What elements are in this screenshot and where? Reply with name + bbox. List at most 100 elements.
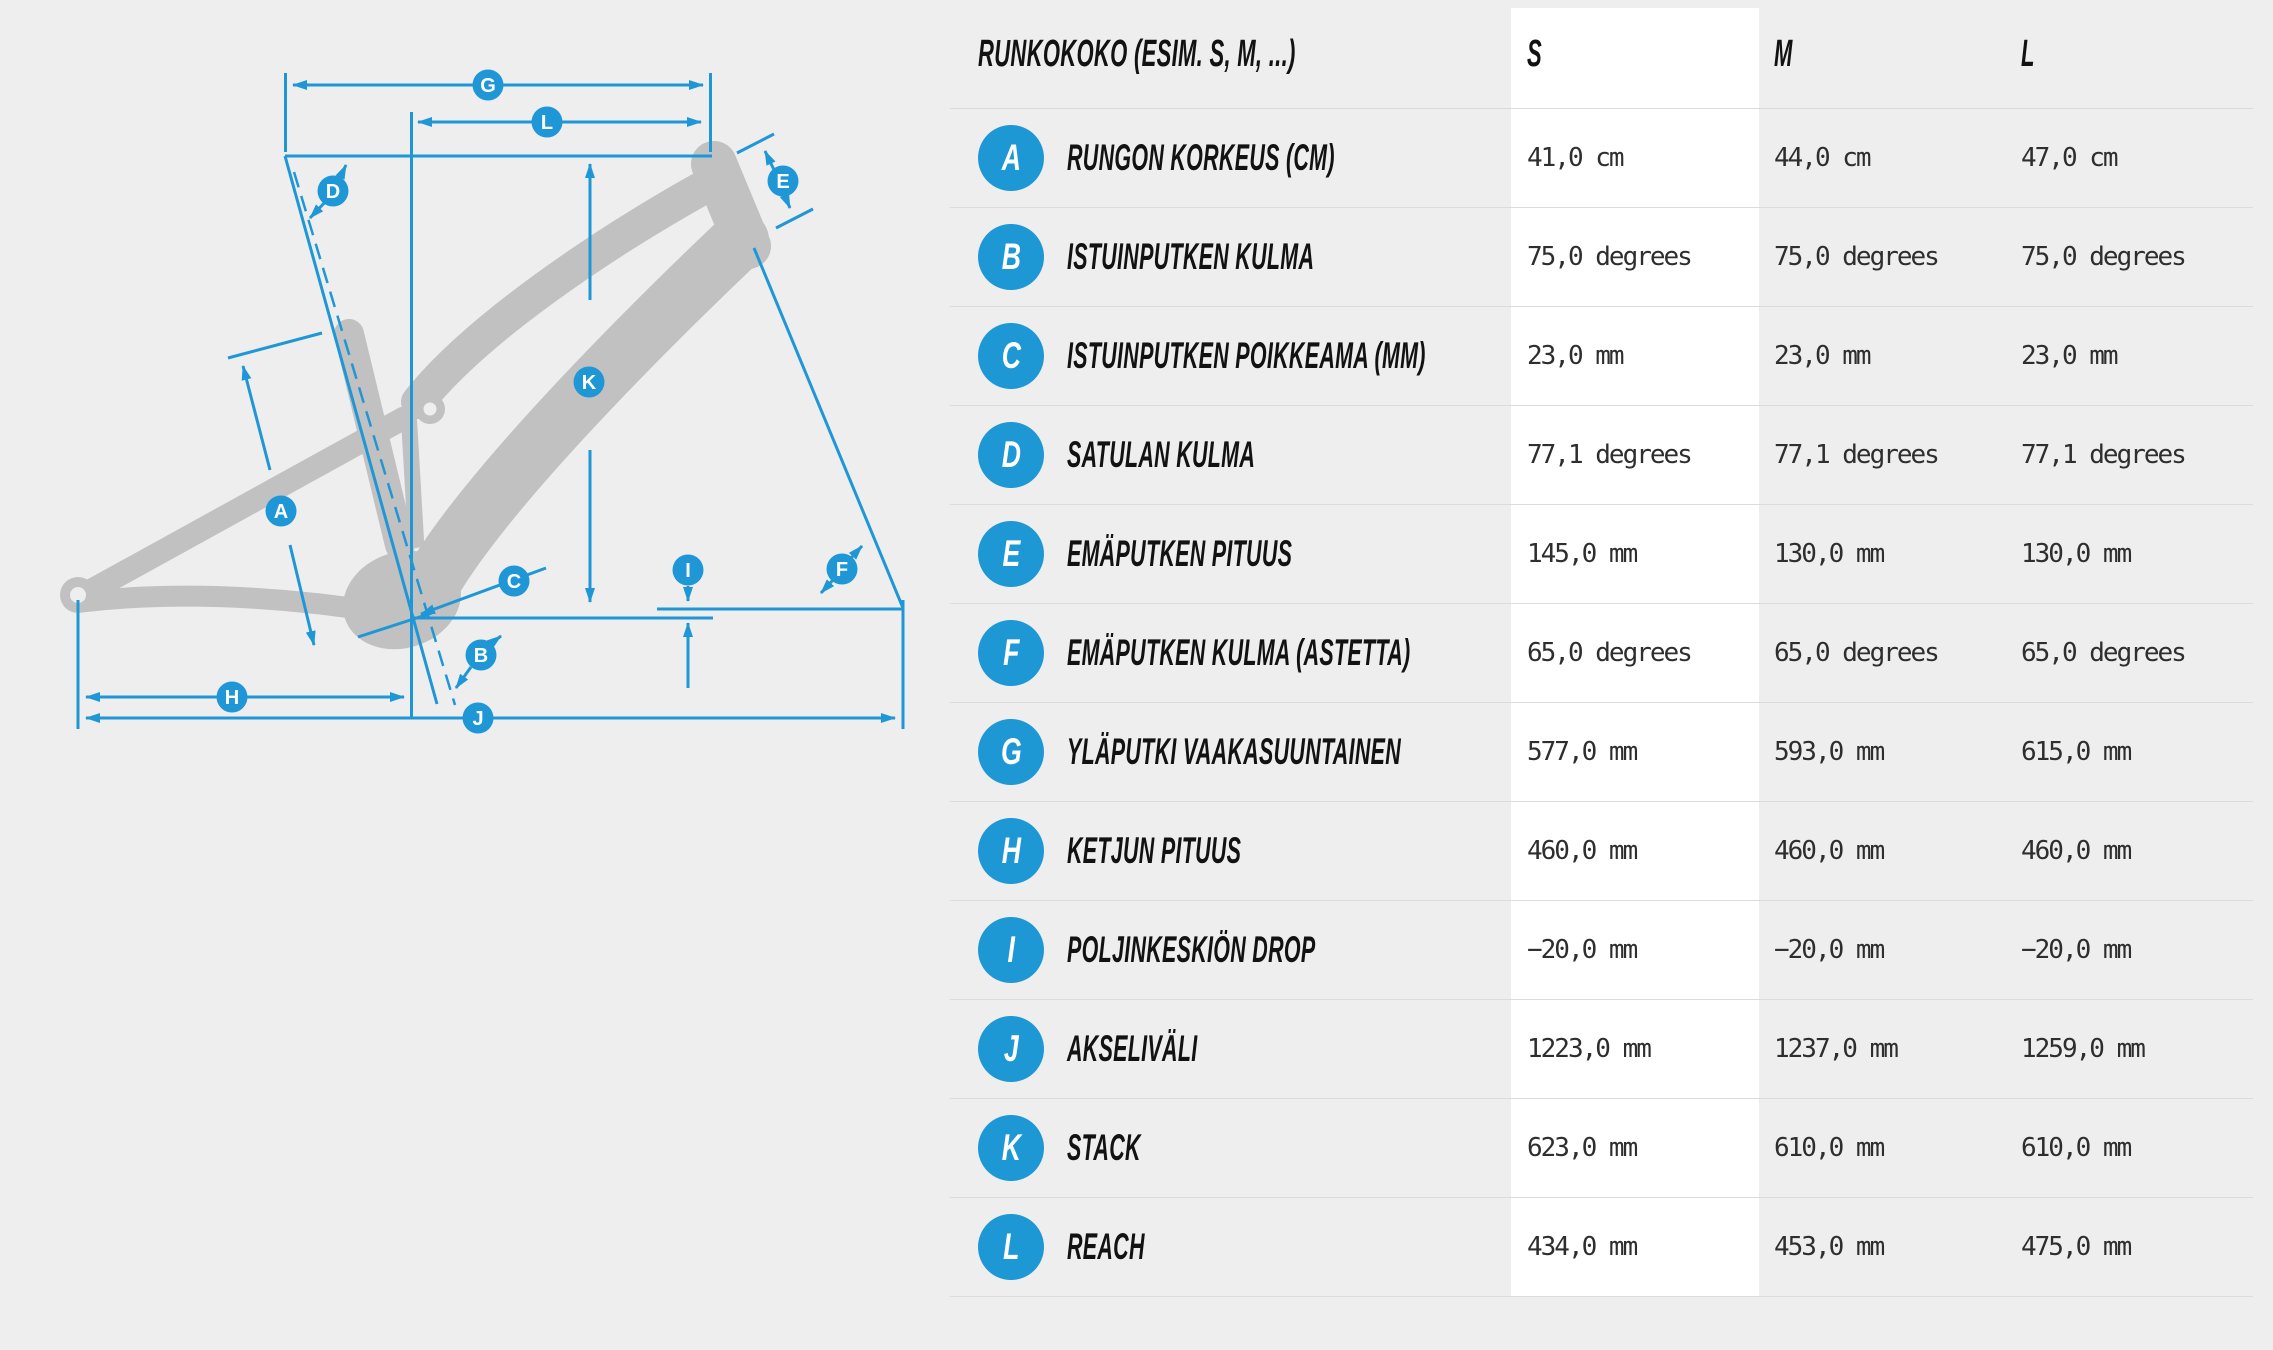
frame-geometry-diagram: A B C D E F G H I J K L <box>0 0 950 1345</box>
e-top-tick <box>736 132 775 155</box>
diagram-marker-letter: H <box>225 687 239 709</box>
f-arrow-up <box>848 544 864 561</box>
size-value-l: 1259,0 mm <box>2021 1033 2146 1064</box>
diagram-marker-letter: G <box>480 75 496 97</box>
measurement-label: EMÄPUTKEN PITUUS <box>1067 504 1455 603</box>
letter-badge: H <box>978 817 1044 884</box>
diagram-marker-circle-j <box>462 702 494 734</box>
rear-axle-hole <box>70 587 86 603</box>
diagram-marker-letter: D <box>326 181 340 203</box>
table-row: D SATULAN KULMA 77,1 degrees 77,1 degrees 77… <box>950 405 2253 505</box>
letter-badge: A <box>978 124 1044 191</box>
diagram-letter-markers: A B C D E F G H I J K L <box>216 69 858 734</box>
table-row: K STACK 623,0 mm 610,0 mm 610,0 mm <box>950 1098 2253 1198</box>
diagram-marker-circle-a <box>265 495 297 527</box>
frame-size-header-label: RUNKOKOKO (ESIM. S, M, ...) <box>978 32 1296 75</box>
bike-frame-silhouette <box>71 141 771 625</box>
size-value-s: 145,0 mm <box>1527 538 1638 569</box>
size-value-m: 460,0 mm <box>1774 835 1885 866</box>
measurement-label-text: EMÄPUTKEN KULMA (ASTETTA) <box>1067 631 1411 673</box>
diagram-marker-letter: F <box>836 559 848 581</box>
size-value-s: 577,0 mm <box>1527 736 1638 767</box>
measurement-label: POLJINKESKIÖN DROP <box>1067 900 1495 999</box>
measurement-label: EMÄPUTKEN KULMA (ASTETTA) <box>1067 603 1659 702</box>
measurement-label: STACK <box>1067 1098 1194 1197</box>
table-row: I POLJINKESKIÖN DROP −20,0 mm −20,0 mm −20,0… <box>950 900 2253 1000</box>
size-column-header-label: M <box>1774 32 1793 75</box>
size-value-s: 23,0 mm <box>1527 340 1625 371</box>
size-value-l: −20,0 mm <box>2021 934 2132 965</box>
measurement-label-text: AKSELIVÄLI <box>1067 1027 1198 1069</box>
pivot-hole <box>423 402 437 416</box>
diagram-marker-letter: K <box>582 372 597 394</box>
letter-badge-label: L <box>1002 1225 1020 1267</box>
size-value-l: 460,0 mm <box>2021 835 2132 866</box>
top-tube <box>401 169 723 419</box>
letter-badge-label: F <box>1002 631 1020 673</box>
letter-badge-label: K <box>1001 1126 1021 1168</box>
letter-badge: E <box>978 520 1044 587</box>
size-value-l: 75,0 degrees <box>2021 241 2187 272</box>
letter-badge: C <box>978 322 1044 389</box>
letter-badge-label: C <box>1001 334 1021 376</box>
e-arrow-up <box>763 150 777 173</box>
table-row: C ISTUINPUTKEN POIKKEAMA (MM) 23,0 mm 23,0 … <box>950 306 2253 406</box>
measurement-label-text: REACH <box>1067 1225 1145 1267</box>
table-header-row: RUNKOKOKO (ESIM. S, M, ...) S M L <box>950 0 2253 109</box>
measurement-label: YLÄPUTKI VAAKASUUNTAINEN <box>1067 702 1643 801</box>
diagram-marker-circle-c <box>498 565 530 597</box>
letter-badge-label: B <box>1001 235 1021 277</box>
f-arrow-down <box>819 578 835 595</box>
size-column-header-s: S <box>1527 0 1553 108</box>
diagram-marker-circle-e <box>767 165 799 197</box>
seat-tube-angle-line <box>283 155 439 705</box>
size-value-m: 593,0 mm <box>1774 736 1885 767</box>
measurement-label-text: ISTUINPUTKEN POIKKEAMA (MM) <box>1067 334 1426 376</box>
size-column-header-l: L <box>2021 0 2045 108</box>
letter-badge: B <box>978 223 1044 290</box>
table-row: B ISTUINPUTKEN KULMA 75,0 degrees 75,0 degr… <box>950 207 2253 307</box>
measurement-label: KETJUN PITUUS <box>1067 801 1367 900</box>
measurement-label: RUNGON KORKEUS (CM) <box>1067 108 1529 207</box>
measurement-label-text: STACK <box>1067 1126 1141 1168</box>
size-value-l: 65,0 degrees <box>2021 637 2187 668</box>
letter-badge: G <box>978 718 1044 785</box>
size-value-s: −20,0 mm <box>1527 934 1638 965</box>
table-row: F EMÄPUTKEN KULMA (ASTETTA) 65,0 degrees 65… <box>950 603 2253 703</box>
measurement-label: AKSELIVÄLI <box>1067 999 1292 1098</box>
size-value-l: 615,0 mm <box>2021 736 2132 767</box>
measurement-lines <box>76 73 905 729</box>
measurement-label: SATULAN KULMA <box>1067 405 1391 504</box>
size-value-m: 453,0 mm <box>1774 1231 1885 1262</box>
diagram-marker-letter: C <box>507 571 521 593</box>
diagram-marker-circle-d <box>317 175 349 207</box>
measurement-label-text: RUNGON KORKEUS (CM) <box>1067 136 1335 178</box>
a-arrow-up <box>241 365 272 471</box>
size-value-l: 610,0 mm <box>2021 1132 2132 1163</box>
diagram-marker-letter: L <box>541 112 553 134</box>
frame-size-header: RUNKOKOKO (ESIM. S, M, ...) <box>978 0 1526 108</box>
diagram-marker-circle-f <box>826 553 858 585</box>
table-row: G YLÄPUTKI VAAKASUUNTAINEN 577,0 mm 593,0 m… <box>950 702 2253 802</box>
size-value-m: 23,0 mm <box>1774 340 1872 371</box>
letter-badge: I <box>978 916 1044 983</box>
diagram-marker-letter: I <box>685 560 691 582</box>
letter-badge-label: D <box>1001 433 1021 475</box>
size-value-l: 47,0 cm <box>2021 142 2119 173</box>
a-bottom-tick <box>357 611 433 639</box>
size-value-l: 77,1 degrees <box>2021 439 2187 470</box>
diagram-marker-letter: E <box>776 171 789 193</box>
letter-badge: F <box>978 619 1044 686</box>
letter-badge-label: A <box>1001 136 1021 178</box>
size-value-s: 77,1 degrees <box>1527 439 1693 470</box>
diagram-marker-circle-i <box>672 554 704 586</box>
size-value-m: 75,0 degrees <box>1774 241 1940 272</box>
size-value-s: 623,0 mm <box>1527 1132 1638 1163</box>
size-s-highlight-column <box>1511 8 1759 1296</box>
size-value-l: 130,0 mm <box>2021 538 2132 569</box>
letter-badge-label: G <box>1000 730 1022 772</box>
size-value-m: 130,0 mm <box>1774 538 1885 569</box>
table-row: J AKSELIVÄLI 1223,0 mm 1237,0 mm 1259,0 mm <box>950 999 2253 1099</box>
size-value-m: −20,0 mm <box>1774 934 1885 965</box>
